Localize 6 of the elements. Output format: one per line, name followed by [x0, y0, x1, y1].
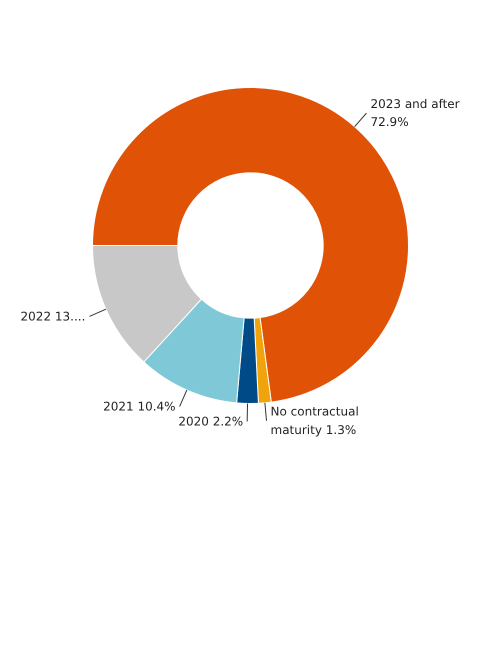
slice-label: 2021 10.4%: [103, 400, 176, 414]
slice-label: 2022 13....: [20, 309, 86, 324]
data-label: 72.9%: [370, 115, 409, 130]
slice-label: 2020 2.2%: [178, 414, 244, 428]
slice-label: 2023 and after: [370, 97, 460, 112]
slice-label: No contractual maturity 1.3%: [270, 404, 359, 437]
